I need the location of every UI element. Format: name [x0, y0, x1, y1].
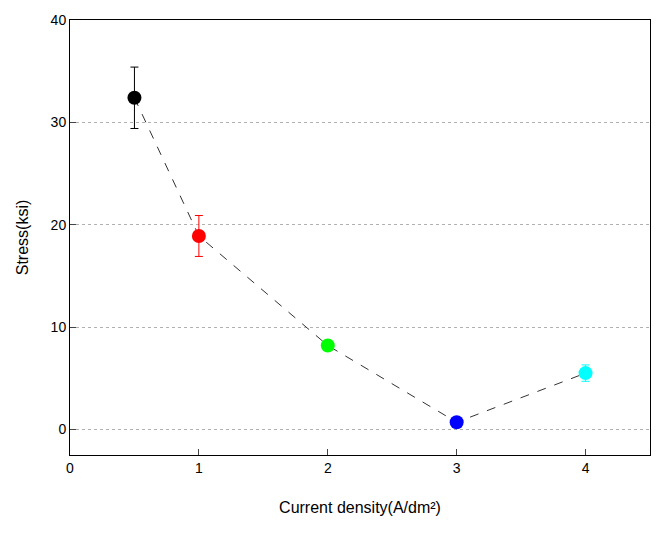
svg-text:30: 30 [51, 114, 67, 130]
svg-text:Current density(A/dm²): Current density(A/dm²) [279, 499, 441, 516]
svg-text:1: 1 [195, 460, 203, 476]
svg-text:2: 2 [324, 460, 332, 476]
svg-text:3: 3 [453, 460, 461, 476]
svg-text:0: 0 [66, 460, 74, 476]
svg-text:40: 40 [51, 12, 67, 28]
svg-text:Stress(ksi): Stress(ksi) [14, 200, 31, 276]
svg-text:20: 20 [51, 217, 67, 233]
svg-text:4: 4 [582, 460, 590, 476]
svg-text:0: 0 [58, 421, 66, 437]
svg-text:10: 10 [51, 319, 67, 335]
